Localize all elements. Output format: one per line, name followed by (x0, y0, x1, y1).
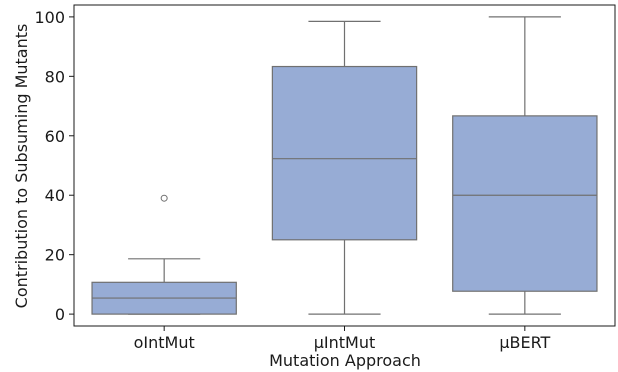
x-axis-label: Mutation Approach (269, 351, 421, 370)
y-tick-label: 20 (45, 246, 65, 265)
iqr-box (271, 65, 418, 241)
x-tick-label: μBERT (499, 333, 550, 352)
y-tick-label: 60 (45, 127, 65, 146)
x-tick-label: oIntMut (134, 333, 195, 352)
y-axis-label: Contribution to Subsuming Mutants (12, 24, 31, 309)
x-tick-label: μIntMut (314, 333, 376, 352)
y-tick-label: 100 (34, 8, 65, 27)
y-tick-label: 80 (45, 67, 65, 86)
y-tick-label: 40 (45, 186, 65, 205)
box-oIntMut (91, 194, 237, 315)
y-tick-label: 0 (55, 305, 65, 324)
x-axis: oIntMut μIntMut μBERT (134, 326, 551, 352)
box-μBERT (452, 16, 598, 315)
boxes-group (91, 16, 598, 315)
y-axis: 0 20 40 60 80 100 (34, 8, 74, 324)
box-μIntMut (271, 20, 418, 315)
outlier-point (160, 194, 168, 202)
iqr-box (452, 115, 598, 292)
